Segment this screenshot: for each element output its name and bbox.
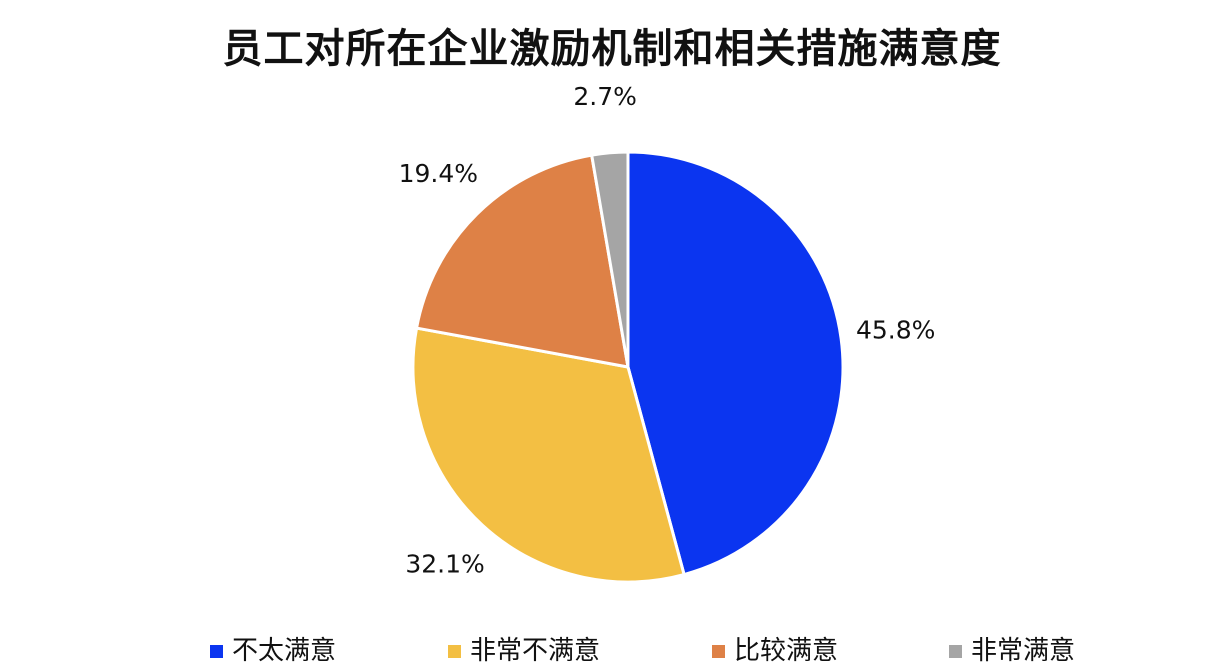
legend-swatch [448, 644, 461, 658]
legend-label: 比较满意 [734, 636, 839, 662]
chart-title: 员工对所在企业激励机制和相关措施满意度 [222, 26, 1002, 72]
legend-item-fei-chang-bu-man-yi: 非常不满意 [448, 632, 600, 662]
slice-data-label: 19.4% [399, 159, 478, 188]
legend-swatch [210, 644, 223, 658]
pie-slice [626, 150, 845, 577]
legend-swatch [949, 644, 962, 658]
legend-item-bu-tai-man-yi: 不太满意 [210, 632, 336, 662]
slice-data-label: 2.7% [573, 82, 637, 111]
legend-item-bi-jiao-man-yi: 比较满意 [712, 632, 838, 662]
legend-label: 不太满意 [232, 636, 337, 662]
pie-slice [415, 153, 630, 369]
legend-swatch [712, 644, 725, 658]
legend-label: 非常满意 [971, 636, 1076, 662]
slice-data-label: 45.8% [856, 315, 935, 344]
legend-label: 非常不满意 [470, 636, 601, 662]
pie-slice [411, 326, 686, 584]
pie-slice [590, 150, 630, 369]
legend-item-fei-chang-man-yi: 非常满意 [949, 632, 1075, 662]
slice-data-label: 32.1% [405, 550, 484, 579]
chart-legend: 不太满意 非常不满意 比较满意 非常满意 [0, 632, 1224, 662]
